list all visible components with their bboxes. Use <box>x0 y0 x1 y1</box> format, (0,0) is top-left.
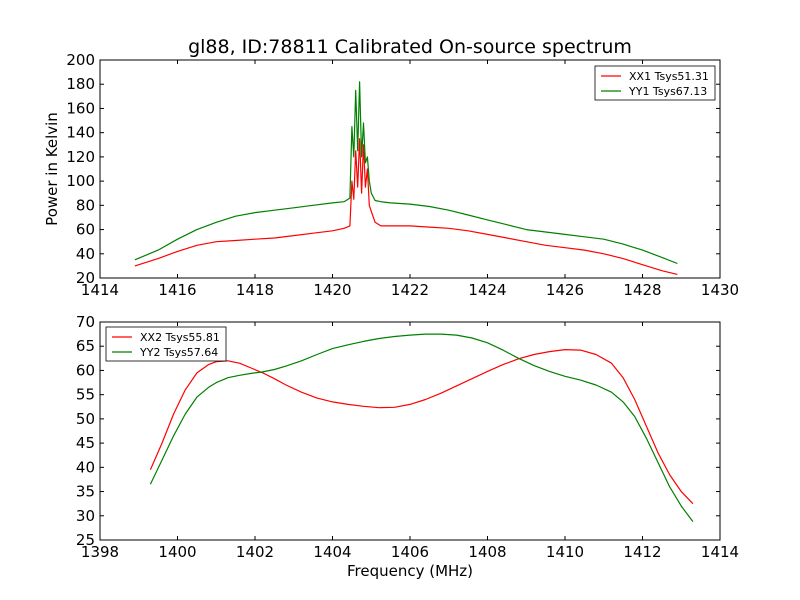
y-tick-label: 40 <box>76 245 95 263</box>
y-tick-label: 40 <box>76 458 95 476</box>
legend-box <box>594 65 716 101</box>
y-tick-label: 200 <box>66 51 95 69</box>
x-tick-label: 1428 <box>623 281 661 299</box>
legend-entry: YY1 Tsys67.13 <box>628 85 707 98</box>
y-tick-label: 80 <box>76 196 95 214</box>
y-axis-label: Power in Kelvin <box>43 112 61 226</box>
y-tick-label: 45 <box>76 434 95 452</box>
y-tick-label: 160 <box>66 99 95 117</box>
x-tick-label: 1422 <box>391 281 429 299</box>
bottom-spectrum-panel: 1398 1400 1402 1404 1406 1408 1410 1412 1414 25 30… <box>76 313 739 580</box>
y-tick-label: 50 <box>76 410 95 428</box>
x-tick-label: 1416 <box>158 281 196 299</box>
x-tick-label: 1402 <box>236 543 274 561</box>
x-tick-label: 1412 <box>623 543 661 561</box>
legend-entry: XX2 Tsys55.81 <box>140 331 220 344</box>
legend-entry: XX1 Tsys51.31 <box>629 70 709 83</box>
x-tick-label: 1426 <box>546 281 584 299</box>
y-tick-label: 65 <box>76 337 95 355</box>
legend-box <box>105 326 227 362</box>
chart-title: gl88, ID:78811 Calibrated On-source spec… <box>188 36 632 58</box>
y-tick-label: 30 <box>76 507 95 525</box>
x-axis-label: Frequency (MHz) <box>347 562 473 580</box>
y-tick-label: 180 <box>66 75 95 93</box>
x-tick-label: 1404 <box>313 543 351 561</box>
legend: XX2 Tsys55.81 YY2 Tsys57.64 <box>105 326 227 362</box>
x-tick-label: 1410 <box>546 543 584 561</box>
y-tick-label: 100 <box>66 172 95 190</box>
x-tick-label: 1398 <box>81 543 119 561</box>
legend-entry: YY2 Tsys57.64 <box>139 346 218 359</box>
y-tick-label: 70 <box>76 313 95 331</box>
x-tick-label: 1406 <box>391 543 429 561</box>
x-tick-label: 1418 <box>236 281 274 299</box>
y-tick-label: 25 <box>76 531 95 549</box>
x-tick-label: 1414 <box>701 543 739 561</box>
y-tick-label: 60 <box>76 221 95 239</box>
top-spectrum-panel: 1414 1416 1418 1420 1422 1424 1426 1428 1430 20 40… <box>43 51 739 299</box>
x-tick-label: 1414 <box>81 281 119 299</box>
y-tick-label: 60 <box>76 361 95 379</box>
x-tick-label: 1400 <box>158 543 196 561</box>
legend: XX1 Tsys51.31 YY1 Tsys67.13 <box>594 65 716 101</box>
series-line-1 <box>134 138 678 275</box>
y-tick-label: 55 <box>76 386 95 404</box>
y-tick-label: 120 <box>66 148 95 166</box>
series-line-2 <box>134 81 678 265</box>
x-tick-label: 1408 <box>468 543 506 561</box>
series-line-2 <box>149 333 694 522</box>
y-tick-label: 140 <box>66 124 95 142</box>
x-tick-label: 1430 <box>701 281 739 299</box>
y-tick-label: 35 <box>76 483 95 501</box>
x-tick-label: 1420 <box>313 281 351 299</box>
x-tick-label: 1424 <box>468 281 506 299</box>
y-tick-label: 20 <box>76 269 95 287</box>
